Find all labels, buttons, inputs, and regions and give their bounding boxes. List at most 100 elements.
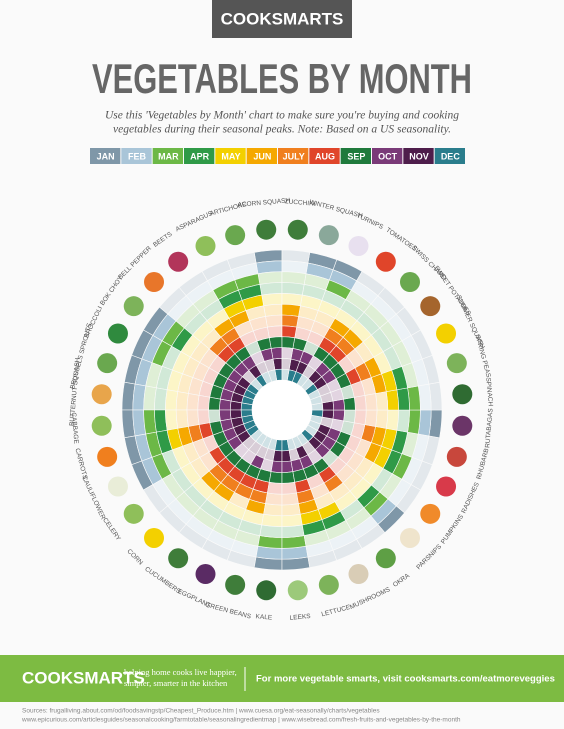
vegetable-icon bbox=[287, 219, 308, 240]
season-cell-out bbox=[375, 409, 389, 429]
season-cell-out bbox=[175, 391, 189, 411]
month-swatch bbox=[152, 148, 183, 164]
month-swatch bbox=[372, 148, 403, 164]
month-label: JAN bbox=[97, 151, 115, 161]
vegetable-icon bbox=[287, 580, 308, 601]
month-swatch bbox=[434, 148, 465, 164]
vegetable-label: KALE bbox=[255, 613, 273, 621]
month-label: FEB bbox=[128, 151, 147, 161]
season-cell-out bbox=[263, 503, 283, 517]
vegetable-label: SPINACH bbox=[484, 377, 494, 407]
season-cell-out bbox=[281, 513, 303, 527]
vegetable-icon bbox=[452, 415, 473, 436]
season-cell-in bbox=[272, 449, 283, 462]
vegetable-label: PUMPKINS bbox=[440, 513, 466, 545]
logo: COOKSMARTS bbox=[221, 9, 344, 28]
vegetable-icon bbox=[420, 503, 441, 524]
vegetable-icon bbox=[318, 225, 339, 246]
month-swatch bbox=[278, 148, 309, 164]
season-cell-in bbox=[281, 303, 301, 317]
tagline: helping home cooks live happier, bbox=[124, 667, 237, 677]
month-swatch bbox=[121, 148, 152, 164]
season-cell-out bbox=[208, 409, 221, 424]
season-cell-out bbox=[385, 409, 399, 431]
title: VEGETABLES BY MONTH bbox=[92, 55, 472, 102]
vegetable-label: BEETS bbox=[152, 230, 174, 248]
vegetable-icon bbox=[144, 272, 165, 293]
vegetable-label: RHUBARB bbox=[476, 448, 491, 481]
month-label: NOV bbox=[409, 151, 429, 161]
month-swatch bbox=[246, 148, 277, 164]
vegetable-label: TOMATOES bbox=[385, 227, 419, 254]
month-label: AUG bbox=[315, 151, 335, 161]
vegetable-icon bbox=[91, 384, 112, 405]
vegetable-icon bbox=[225, 225, 246, 246]
vegetable-icon bbox=[97, 353, 118, 374]
season-cell-out bbox=[375, 391, 389, 411]
vegetable-icon bbox=[446, 446, 467, 467]
season-cell-out bbox=[265, 492, 283, 506]
wheel-center bbox=[252, 380, 312, 440]
season-cell-out bbox=[165, 409, 179, 431]
vegetable-label: ZUCCHINI bbox=[284, 198, 316, 208]
season-cell-out bbox=[265, 314, 283, 328]
season-cell-out bbox=[281, 358, 292, 371]
vegetable-icon bbox=[256, 580, 277, 601]
season-cell-in bbox=[219, 398, 232, 411]
month-legend: JAN FEB MAR APR MAY JUN JULY AUG SEP OCT NOV DEC bbox=[90, 148, 465, 164]
vegetable-label: LEEKS bbox=[289, 613, 311, 622]
season-cell-out bbox=[175, 409, 189, 429]
season-cell-out bbox=[267, 325, 283, 339]
season-cell-out bbox=[267, 481, 283, 495]
season-cell-in bbox=[281, 325, 297, 339]
call-to-action: For more vegetable smarts, visit cooksma… bbox=[256, 674, 555, 685]
vegetable-label: CAULIFLOWER bbox=[80, 475, 106, 521]
sources: Sources: frugalliving.about.com/od/foods… bbox=[22, 708, 380, 715]
month-swatch bbox=[184, 148, 215, 164]
vegetable-label: OKRA bbox=[392, 572, 412, 589]
season-cell-out bbox=[165, 389, 179, 411]
season-wheel: ACORN SQUASHARTICHOKEASPARAGUSBEETSBELL … bbox=[69, 197, 495, 622]
season-cell-out bbox=[281, 347, 294, 360]
vegetable-label: ACORN SQUASH bbox=[237, 197, 290, 209]
vegetable-icon bbox=[168, 251, 189, 272]
vegetable-label: ARTICHOKE bbox=[209, 201, 248, 218]
season-cell-out bbox=[261, 293, 283, 307]
vegetable-label: MUSHROOMS bbox=[349, 586, 392, 611]
season-cell-out bbox=[197, 395, 211, 411]
vegetable-icon bbox=[256, 219, 277, 240]
season-cell-in bbox=[268, 336, 283, 349]
vegetable-icon bbox=[452, 384, 473, 405]
month-swatch bbox=[215, 148, 246, 164]
vegetable-icon bbox=[318, 574, 339, 595]
vegetable-icon bbox=[144, 527, 165, 548]
season-cell-in bbox=[270, 460, 283, 473]
season-cell-out bbox=[281, 481, 297, 495]
subtitle: Use this 'Vegetables by Month' chart to … bbox=[105, 110, 459, 122]
vegetable-icon bbox=[195, 235, 216, 256]
vegetable-icon bbox=[123, 503, 144, 524]
vegetable-icon bbox=[446, 353, 467, 374]
month-label: SEP bbox=[347, 151, 365, 161]
season-cell-out bbox=[263, 303, 283, 317]
month-swatch bbox=[403, 148, 434, 164]
month-label: APR bbox=[190, 151, 210, 161]
month-label: OCT bbox=[378, 151, 398, 161]
vegetable-icon bbox=[348, 235, 369, 256]
month-swatch bbox=[90, 148, 121, 164]
vegetable-label: ASPARAGUS bbox=[175, 210, 215, 234]
vegetable-icon bbox=[195, 564, 216, 585]
month-swatch bbox=[309, 148, 340, 164]
vegetable-label: CORN bbox=[126, 548, 145, 567]
vegetable-label: WINTER SQUASH bbox=[308, 199, 363, 220]
vegetable-icon bbox=[375, 251, 396, 272]
vegetable-label: BOK CHOY bbox=[99, 274, 125, 307]
season-cell-out bbox=[343, 409, 356, 424]
vegetable-label: LETTUCE bbox=[321, 604, 352, 619]
vegetable-icon bbox=[399, 272, 420, 293]
logo-box bbox=[212, 0, 352, 38]
season-cell-out bbox=[353, 395, 367, 411]
footer-band bbox=[0, 655, 564, 702]
